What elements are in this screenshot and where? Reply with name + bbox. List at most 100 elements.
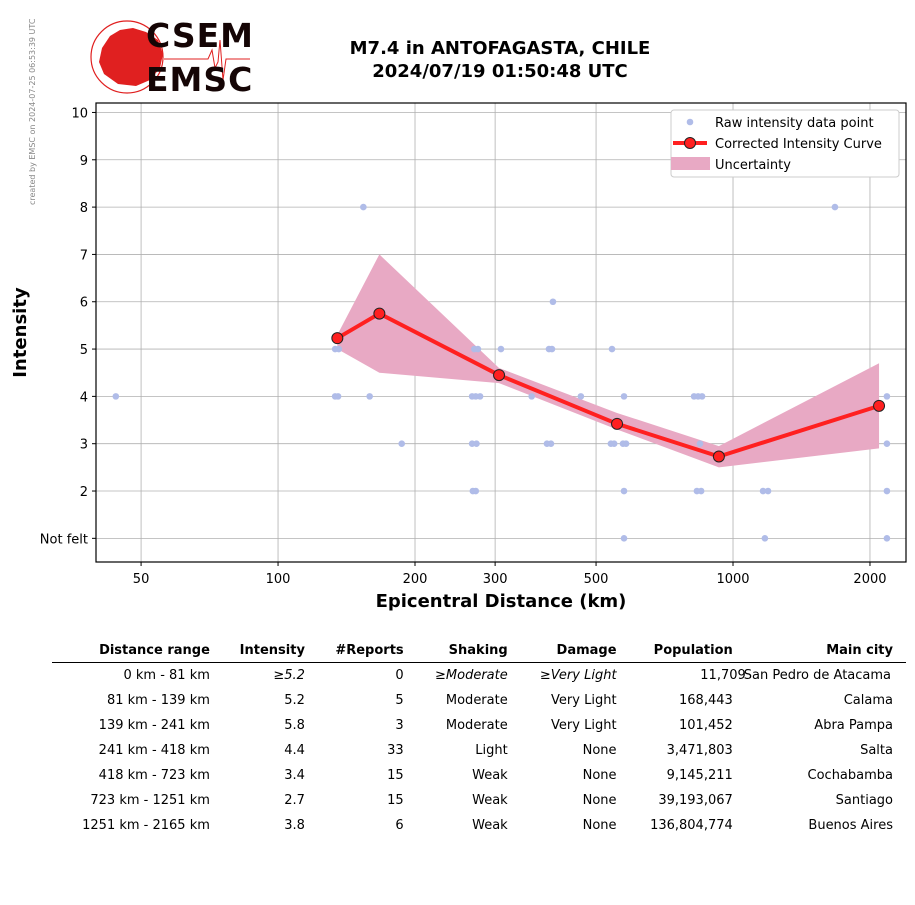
raw-data-point [528, 393, 535, 400]
x-axis-label: Epicentral Distance (km) [376, 591, 627, 612]
logo-text-csem: CSEM [146, 16, 254, 55]
table-row: 0 km - 81 km ≥5.2 0 ≥Moderate ≥Very Light 11,… [52, 663, 906, 689]
table-cell: Calama [843, 693, 893, 708]
table-cell: 15 [387, 793, 404, 808]
table-cell: 0 km - 81 km [123, 668, 210, 683]
legend-entry: Raw intensity data point [715, 116, 874, 131]
legend-entry: Corrected Intensity Curve [715, 137, 882, 152]
logo-text-emsc: EMSC [146, 60, 254, 99]
table-header-row: Distance range Intensity #Reports Shaking Da… [52, 640, 906, 663]
table-cell: Very Light [551, 718, 617, 733]
legend-raw-marker [686, 118, 694, 126]
y-tick-label: 7 [80, 248, 88, 263]
table-cell: 0 [395, 668, 404, 683]
table-cell: Weak [472, 818, 508, 833]
table-row: 139 km - 241 km 5.8 3 Moderate Very Light 101… [52, 713, 906, 738]
raw-data-point [696, 440, 704, 448]
table-cell: Very Light [551, 693, 617, 708]
globe-icon [90, 20, 250, 94]
raw-data-point [548, 345, 556, 353]
table-row: 81 km - 139 km 5.2 5 Moderate Very Light 168,… [52, 688, 906, 713]
uncertainty-band [337, 254, 880, 468]
x-tick-label: 300 [483, 572, 508, 587]
raw-data-point [476, 393, 484, 400]
raw-data-point [334, 393, 342, 400]
table-cell: None [582, 818, 617, 833]
legend-entry: Uncertainty [715, 158, 791, 173]
table-cell: Abra Pampa [814, 718, 893, 733]
table-row: 1251 km - 2165 km 3.8 6 Weak None 136,804,774… [52, 813, 906, 838]
raw-data-point [549, 298, 557, 306]
table-cell: 418 km - 723 km [98, 768, 210, 783]
table-cell: 39,193,067 [658, 793, 733, 808]
column-header: Distance range [52, 640, 223, 663]
raw-data-point [112, 393, 120, 400]
curve-point [611, 417, 624, 430]
table-cell: ≥Moderate [435, 668, 508, 683]
table-cell: 3 [395, 718, 404, 733]
raw-data-point [577, 393, 585, 400]
raw-data-point [883, 440, 891, 448]
y-tick-label: 9 [80, 154, 88, 169]
raw-data-point [883, 487, 891, 495]
x-tick-label: 50 [133, 572, 150, 587]
x-tick-label: 200 [403, 572, 428, 587]
y-tick-label: Not felt [40, 532, 88, 547]
x-tick-label: 500 [584, 572, 609, 587]
table-cell: Buenos Aires [808, 818, 893, 833]
title-datetime: 2024/07/19 01:50:48 UTC [372, 61, 628, 82]
table-cell: Weak [472, 793, 508, 808]
curve-point [331, 332, 344, 345]
y-tick-label: 5 [80, 343, 88, 358]
table-row: 418 km - 723 km 3.4 15 Weak None 9,145,211 Coc… [52, 763, 906, 788]
raw-data-point [620, 535, 628, 542]
column-header: Population [629, 640, 746, 663]
table-cell: Light [475, 743, 508, 758]
table-cell: 33 [387, 743, 404, 758]
table-cell: 2.7 [284, 793, 305, 808]
raw-data-point [620, 393, 628, 400]
table-cell: 3.8 [284, 818, 305, 833]
raw-data-point [698, 393, 706, 400]
table-cell: 3.4 [284, 768, 305, 783]
table-cell: 5.8 [284, 718, 305, 733]
y-axis-label: Intensity [10, 287, 31, 378]
table-cell: ≥5.2 [273, 668, 305, 683]
legend-curve-marker [684, 137, 696, 149]
table-cell: None [582, 768, 617, 783]
intensity-chart: 50 100 200 300 500 1000 2000 Not felt 2 3 4 5 6 7 8 9 10… [10, 102, 907, 612]
raw-data-point [831, 203, 839, 211]
raw-data-point [547, 440, 555, 448]
legend-band-swatch [671, 157, 710, 170]
column-header: Main city [745, 640, 906, 663]
table-cell: Salta [860, 743, 893, 758]
table-cell: 11,709 [700, 668, 746, 683]
table-cell: 81 km - 139 km [106, 693, 210, 708]
table-cell: 5.2 [284, 693, 305, 708]
table-cell: San Pedro de Atacama [743, 668, 891, 683]
title-event: M7.4 in ANTOFAGASTA, CHILE [349, 38, 651, 59]
column-header: #Reports [317, 640, 417, 663]
raw-data-point [697, 487, 705, 495]
y-tick-label: 2 [80, 485, 88, 500]
raw-data-point [620, 487, 628, 495]
plot-area [96, 103, 906, 562]
table-cell: 6 [395, 818, 404, 833]
raw-data-point [608, 345, 616, 353]
raw-data-point [474, 345, 482, 353]
summary-table: Distance range Intensity #Reports Shaking Da… [52, 640, 906, 838]
raw-data-point [764, 487, 772, 495]
plot-frame [95, 102, 907, 563]
raw-data-point [472, 487, 480, 495]
raw-data-point [366, 393, 373, 400]
raw-data-point [473, 440, 480, 448]
column-header: Damage [520, 640, 630, 663]
table-row: 723 km - 1251 km 2.7 15 Weak None 39,193,067 S… [52, 788, 906, 813]
table-cell: 136,804,774 [650, 818, 733, 833]
emsc-logo: CSEM EMSC [88, 16, 258, 99]
y-tick-label: 8 [80, 201, 88, 216]
table-cell: 3,471,803 [666, 743, 733, 758]
y-tick-label: 6 [80, 296, 88, 311]
raw-data-point [497, 345, 505, 353]
raw-data-point [335, 345, 343, 353]
